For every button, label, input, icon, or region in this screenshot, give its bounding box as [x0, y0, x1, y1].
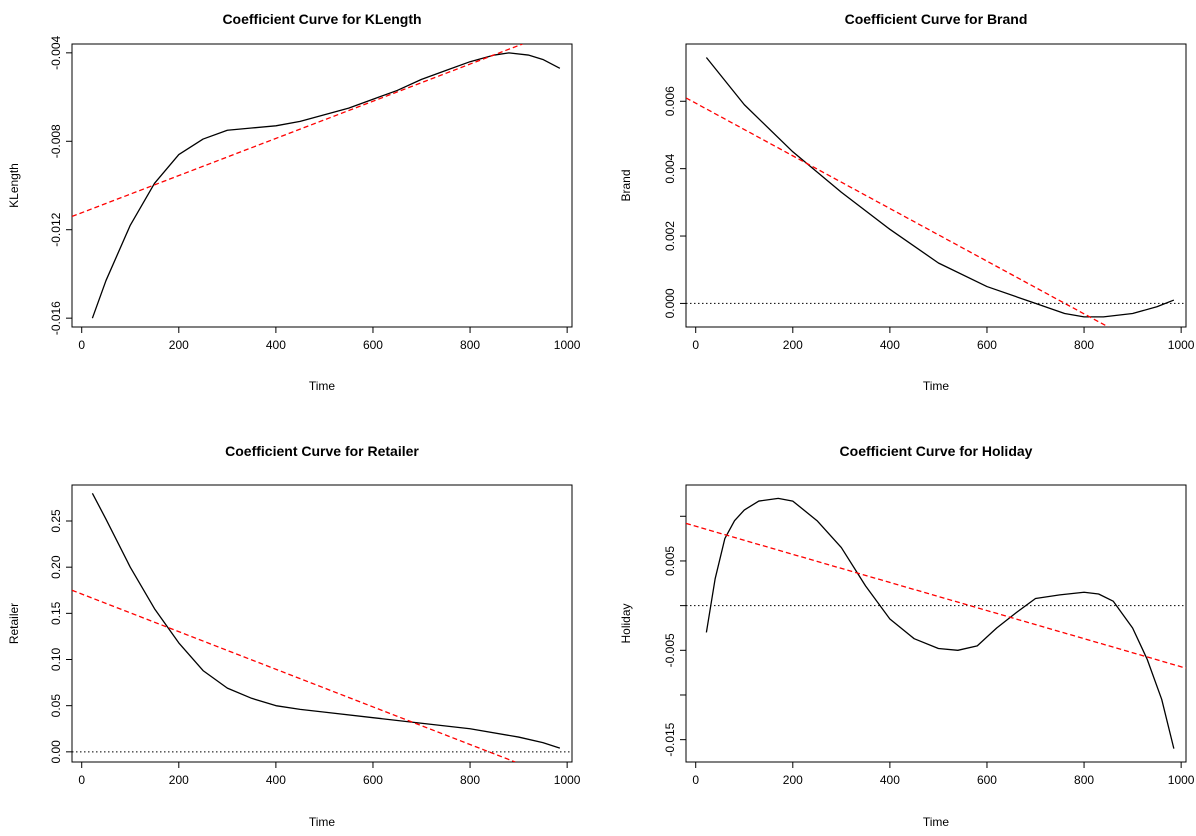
x-tick-label: 600: [977, 338, 997, 352]
y-tick-label: 0.005: [663, 546, 677, 576]
x-axis-label: Time: [309, 379, 336, 393]
x-tick-label: 400: [880, 773, 900, 787]
plot-frame: [71, 484, 573, 763]
y-tick-label: -0.004: [49, 36, 63, 70]
y-axis-label: Holiday: [619, 603, 633, 643]
y-tick-label: 0.006: [663, 86, 677, 116]
y-tick-label: 0.000: [663, 288, 677, 318]
x-tick-label: 600: [977, 773, 997, 787]
y-tick-label: 0.20: [49, 555, 63, 579]
y-tick-label: 0.004: [663, 153, 677, 183]
coefficient-curve: [705, 497, 1175, 749]
plot-frame: [685, 43, 1187, 328]
plot-frame: [71, 43, 573, 328]
y-tick-label: 0.10: [49, 648, 63, 672]
chart-marks: [686, 497, 1186, 749]
axis-ticks: 0 200 400 600 800 1000 -0.016 -0.012 -0.008 -0.00…: [49, 36, 581, 352]
y-tick-label: -0.005: [663, 633, 677, 667]
x-axis-label: Time: [309, 815, 336, 829]
axis-ticks: 0 200 400 600 800 1000 -0.015 -0.005 0.005: [663, 515, 1195, 787]
x-tick-label: 600: [363, 773, 383, 787]
coefficient-curve: [91, 52, 561, 319]
y-tick-label: -0.008: [49, 124, 63, 158]
coefficient-curve: [705, 57, 1175, 318]
y-tick-label: 0.002: [663, 221, 677, 251]
coefficient-curve: [91, 493, 561, 749]
linear-trend-line: [72, 589, 516, 762]
y-tick-label: 0.15: [49, 601, 63, 625]
panel-title: Coefficient Curve for KLength: [222, 11, 421, 27]
y-tick-label: -0.012: [49, 212, 63, 246]
y-tick-label: -0.015: [663, 722, 677, 756]
x-tick-label: 800: [1074, 338, 1094, 352]
y-axis-label: KLength: [7, 163, 21, 208]
x-tick-label: 400: [266, 773, 286, 787]
linear-trend-line: [686, 97, 1109, 327]
panel-title: Coefficient Curve for Retailer: [225, 443, 419, 459]
panel-brand: Coefficient Curve for Brand 0 200 400 600 80…: [619, 11, 1195, 393]
x-tick-label: 1000: [1168, 773, 1195, 787]
y-axis-label: Retailer: [7, 603, 21, 644]
x-tick-label: 0: [78, 338, 85, 352]
chart-marks: [686, 57, 1186, 327]
axis-ticks: 0 200 400 600 800 1000 0.000 0.002 0.004 0.006: [663, 86, 1195, 352]
panel-klength: Coefficient Curve for KLength 0 200 400 600…: [7, 11, 581, 393]
panel-holiday: Coefficient Curve for Holiday 0 200 400 600…: [619, 443, 1195, 829]
x-tick-label: 0: [78, 773, 85, 787]
x-axis-label: Time: [923, 815, 950, 829]
x-tick-label: 1000: [1168, 338, 1195, 352]
axis-ticks: 0 200 400 600 800 1000 0.00 0.05 0.10 0.15 0.20 0.2…: [49, 509, 581, 787]
chart-marks: [72, 493, 572, 762]
panel-title: Coefficient Curve for Brand: [845, 11, 1028, 27]
x-tick-label: 1000: [554, 338, 581, 352]
y-tick-label: -0.016: [49, 301, 63, 335]
x-tick-label: 800: [460, 773, 480, 787]
x-tick-label: 0: [692, 773, 699, 787]
x-tick-label: 200: [169, 338, 189, 352]
y-tick-label: 0.05: [49, 694, 63, 718]
x-tick-label: 0: [692, 338, 699, 352]
x-axis-label: Time: [923, 379, 950, 393]
panel-title: Coefficient Curve for Holiday: [840, 443, 1033, 459]
x-tick-label: 200: [783, 338, 803, 352]
x-tick-label: 1000: [554, 773, 581, 787]
x-tick-label: 400: [880, 338, 900, 352]
panel-retailer: Coefficient Curve for Retailer 0 200 400 60…: [7, 443, 581, 829]
x-tick-label: 400: [266, 338, 286, 352]
x-tick-label: 200: [783, 773, 803, 787]
linear-trend-line: [686, 522, 1186, 669]
x-tick-label: 200: [169, 773, 189, 787]
linear-trend-line: [72, 44, 523, 218]
x-tick-label: 800: [1074, 773, 1094, 787]
y-tick-label: 0.25: [49, 509, 63, 533]
x-tick-label: 600: [363, 338, 383, 352]
plot-frame: [685, 484, 1187, 763]
x-tick-label: 800: [460, 338, 480, 352]
y-tick-label: 0.00: [49, 740, 63, 764]
chart-marks: [72, 44, 561, 319]
y-axis-label: Brand: [619, 169, 633, 201]
